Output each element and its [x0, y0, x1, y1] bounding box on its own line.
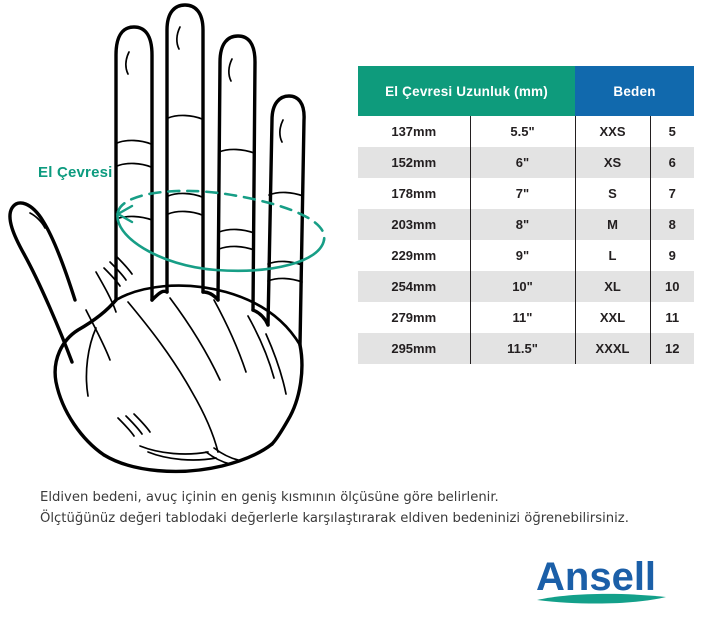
table-header-circumference: El Çevresi Uzunluk (mm) [358, 66, 576, 116]
glove-size-table: El Çevresi Uzunluk (mm) Beden 137mm 5.5" X… [358, 66, 695, 364]
table-cell-number: 8 [650, 209, 695, 240]
table-row: 137mm 5.5" XXS 5 [358, 116, 695, 147]
table-cell-size: XS [575, 147, 651, 178]
table-cell-inch: 7" [470, 178, 576, 209]
table-cell-mm: 229mm [358, 240, 471, 271]
table-header-size: Beden [575, 66, 695, 116]
table-cell-size: XXL [575, 302, 651, 333]
ansell-swoosh-icon [537, 593, 666, 604]
ansell-logo: Ansell [534, 556, 686, 608]
table-cell-inch: 5.5" [470, 116, 576, 147]
table-cell-number: 11 [650, 302, 695, 333]
footnote-line-1: Eldiven bedeni, avuç içinin en geniş kıs… [40, 490, 499, 505]
ansell-wordmark: Ansell [536, 556, 656, 599]
footnote: Eldiven bedeni, avuç içinin en geniş kıs… [40, 487, 680, 529]
table-row: 203mm 8" M 8 [358, 209, 695, 240]
table-cell-number: 12 [650, 333, 695, 364]
table-cell-number: 5 [650, 116, 695, 147]
table-cell-number: 10 [650, 271, 695, 302]
table-cell-inch: 9" [470, 240, 576, 271]
hand-measurement-diagram: El Çevresi [0, 0, 350, 480]
table-cell-size: S [575, 178, 651, 209]
table-cell-mm: 254mm [358, 271, 471, 302]
table-cell-mm: 152mm [358, 147, 471, 178]
table-row: 178mm 7" S 7 [358, 178, 695, 209]
table-cell-number: 6 [650, 147, 695, 178]
table-cell-mm: 203mm [358, 209, 471, 240]
table-row: 229mm 9" L 9 [358, 240, 695, 271]
table-cell-inch: 6" [470, 147, 576, 178]
table-row: 254mm 10" XL 10 [358, 271, 695, 302]
table-cell-size: XXXL [575, 333, 651, 364]
table-cell-mm: 178mm [358, 178, 471, 209]
table-cell-size: L [575, 240, 651, 271]
table-header-row: El Çevresi Uzunluk (mm) Beden [358, 66, 695, 116]
table-cell-size: M [575, 209, 651, 240]
ansell-logo-mark: Ansell [536, 556, 666, 604]
footnote-line-2: Ölçtüğünüz değeri tablodaki değerlerle k… [40, 511, 629, 526]
table-cell-mm: 279mm [358, 302, 471, 333]
hand-circumference-label: El Çevresi [38, 164, 113, 181]
hand-palm-illustration [8, 3, 326, 474]
table-cell-inch: 8" [470, 209, 576, 240]
table-row: 279mm 11" XXL 11 [358, 302, 695, 333]
table-row: 152mm 6" XS 6 [358, 147, 695, 178]
table-cell-number: 7 [650, 178, 695, 209]
table-cell-mm: 295mm [358, 333, 471, 364]
table-cell-size: XL [575, 271, 651, 302]
table-cell-inch: 11.5" [470, 333, 576, 364]
table-cell-size: XXS [575, 116, 651, 147]
table-row: 295mm 11.5" XXXL 12 [358, 333, 695, 364]
table-cell-inch: 10" [470, 271, 576, 302]
table-cell-inch: 11" [470, 302, 576, 333]
table-cell-mm: 137mm [358, 116, 471, 147]
table-cell-number: 9 [650, 240, 695, 271]
hand-circumference-measure-line [115, 189, 326, 272]
